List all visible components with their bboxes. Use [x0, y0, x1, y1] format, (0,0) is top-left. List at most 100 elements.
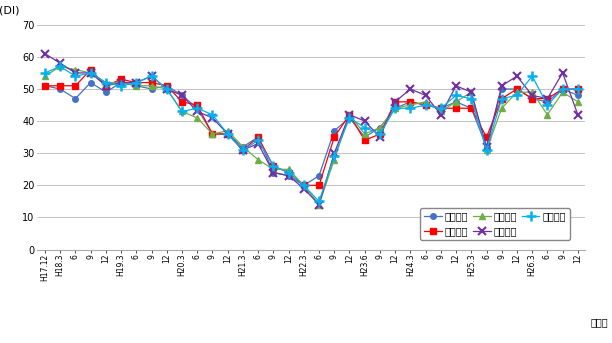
Line: 県央地域: 県央地域: [42, 67, 581, 188]
県南地域: [422, 93, 429, 97]
鹿行地域: [300, 183, 307, 187]
県南地域: [178, 93, 185, 97]
県西地域: [102, 81, 110, 85]
県南地域: [224, 132, 231, 136]
県北地域: [543, 100, 551, 104]
県央地域: [513, 87, 521, 91]
県北地域: [193, 106, 201, 110]
県南地域: [193, 109, 201, 114]
県南地域: [376, 135, 384, 139]
県央地域: [498, 97, 506, 101]
県西地域: [422, 103, 429, 107]
鹿行地域: [407, 103, 414, 107]
県央地域: [193, 103, 201, 107]
鹿行地域: [133, 84, 140, 88]
県央地域: [224, 132, 231, 136]
県西地域: [574, 87, 581, 91]
鹿行地域: [270, 167, 277, 172]
県北地域: [468, 106, 475, 110]
県南地域: [209, 116, 216, 120]
県央地域: [72, 84, 79, 88]
県西地域: [87, 71, 94, 75]
県南地域: [102, 84, 110, 88]
鹿行地域: [559, 90, 566, 94]
鹿行地域: [452, 100, 460, 104]
県南地域: [407, 87, 414, 91]
鹿行地域: [87, 71, 94, 75]
県南地域: [56, 61, 64, 65]
県西地域: [163, 87, 171, 91]
県南地域: [529, 93, 536, 97]
県西地域: [56, 64, 64, 69]
鹿行地域: [543, 113, 551, 117]
県北地域: [437, 106, 444, 110]
県央地域: [346, 113, 353, 117]
県西地域: [255, 138, 262, 142]
県央地域: [270, 164, 277, 168]
県西地域: [407, 106, 414, 110]
県央地域: [330, 135, 338, 139]
鹿行地域: [72, 68, 79, 72]
県南地域: [392, 100, 399, 104]
鹿行地域: [376, 126, 384, 130]
県西地域: [543, 103, 551, 107]
県北地域: [72, 97, 79, 101]
県南地域: [498, 84, 506, 88]
県南地域: [315, 203, 323, 207]
県西地域: [498, 97, 506, 101]
県北地域: [133, 84, 140, 88]
鹿行地域: [163, 87, 171, 91]
県西地域: [361, 126, 368, 130]
Line: 鹿行地域: 鹿行地域: [42, 63, 581, 208]
県北地域: [270, 170, 277, 175]
県央地域: [315, 183, 323, 187]
県南地域: [163, 87, 171, 91]
県西地域: [513, 93, 521, 97]
県西地域: [72, 74, 79, 78]
県北地域: [41, 84, 48, 88]
県南地域: [559, 71, 566, 75]
県北地域: [209, 132, 216, 136]
鹿行地域: [437, 109, 444, 114]
県央地域: [118, 77, 125, 81]
Line: 県南地域: 県南地域: [41, 49, 582, 209]
県南地域: [468, 90, 475, 94]
県西地域: [529, 74, 536, 78]
県南地域: [133, 81, 140, 85]
県北地域: [255, 135, 262, 139]
県央地域: [178, 100, 185, 104]
県北地域: [498, 87, 506, 91]
鹿行地域: [209, 132, 216, 136]
県央地域: [483, 135, 490, 139]
県北地域: [315, 174, 323, 178]
県南地域: [72, 71, 79, 75]
県西地域: [270, 164, 277, 168]
県央地域: [543, 97, 551, 101]
県西地域: [193, 106, 201, 110]
県北地域: [513, 87, 521, 91]
県北地域: [392, 106, 399, 110]
県北地域: [559, 87, 566, 91]
Line: 県北地域: 県北地域: [42, 80, 581, 188]
県央地域: [102, 84, 110, 88]
県央地域: [559, 87, 566, 91]
県央地域: [41, 84, 48, 88]
鹿行地域: [513, 90, 521, 94]
県北地域: [239, 145, 247, 149]
県西地域: [346, 116, 353, 120]
鹿行地域: [361, 132, 368, 136]
鹿行地域: [56, 64, 64, 69]
県西地域: [376, 132, 384, 136]
県央地域: [468, 106, 475, 110]
県央地域: [376, 132, 384, 136]
鹿行地域: [468, 90, 475, 94]
県北地域: [87, 81, 94, 85]
県西地域: [118, 84, 125, 88]
県央地域: [529, 97, 536, 101]
県西地域: [178, 109, 185, 114]
県西地域: [437, 106, 444, 110]
鹿行地域: [422, 100, 429, 104]
県北地域: [102, 90, 110, 94]
県南地域: [285, 174, 293, 178]
県北地域: [346, 116, 353, 120]
